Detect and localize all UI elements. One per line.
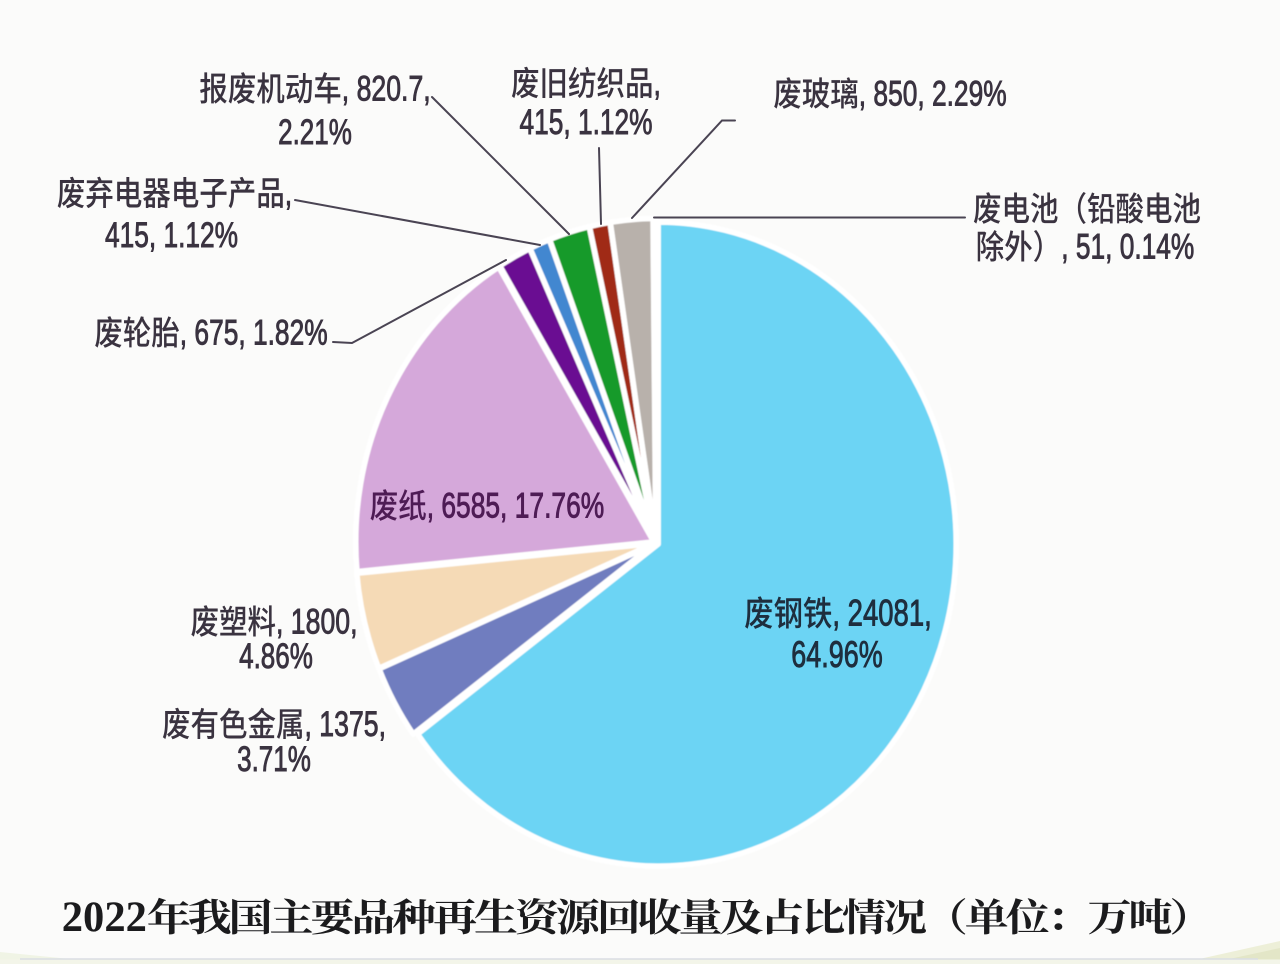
svg-text:2.21%: 2.21% bbox=[278, 112, 352, 152]
svg-text:, 1800,: , 1800, bbox=[276, 602, 357, 642]
svg-text:, 24081,: , 24081, bbox=[832, 593, 931, 634]
svg-text:, 820.7,: , 820.7, bbox=[342, 69, 431, 109]
svg-text:, 850, 2.29%: , 850, 2.29% bbox=[859, 74, 1007, 114]
svg-text:, 6585, 17.76%: , 6585, 17.76% bbox=[427, 486, 605, 526]
svg-text:,: , bbox=[285, 174, 292, 213]
svg-text:, 1375,: , 1375, bbox=[305, 705, 386, 745]
svg-text:,: , bbox=[654, 64, 661, 103]
svg-text:, 51, 0.14%: , 51, 0.14% bbox=[1061, 227, 1194, 267]
svg-text:415, 1.12%: 415, 1.12% bbox=[520, 102, 653, 142]
svg-text:4.86%: 4.86% bbox=[239, 636, 313, 676]
svg-text:415, 1.12%: 415, 1.12% bbox=[105, 215, 238, 255]
svg-text:3.71%: 3.71% bbox=[237, 739, 311, 779]
svg-text:2022: 2022 bbox=[62, 894, 147, 941]
svg-text:, 675, 1.82%: , 675, 1.82% bbox=[180, 313, 328, 353]
svg-text:64.96%: 64.96% bbox=[791, 634, 882, 675]
